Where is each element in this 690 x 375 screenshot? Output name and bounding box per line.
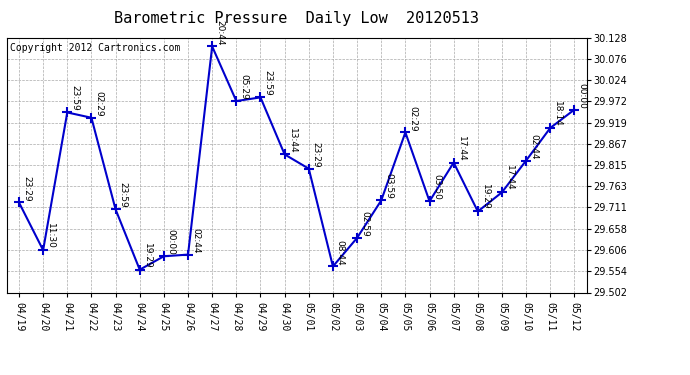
Text: 02:44: 02:44 [529,134,538,159]
Text: 02:29: 02:29 [95,91,103,117]
Text: 11:30: 11:30 [46,223,55,249]
Text: 18:14: 18:14 [553,101,562,127]
Text: 02:44: 02:44 [191,228,200,254]
Text: 03:50: 03:50 [433,174,442,200]
Text: 19:29: 19:29 [143,243,152,268]
Text: 23:29: 23:29 [22,176,31,201]
Text: Barometric Pressure  Daily Low  20120513: Barometric Pressure Daily Low 20120513 [115,11,479,26]
Text: 23:59: 23:59 [70,86,79,111]
Text: 03:59: 03:59 [384,173,393,199]
Text: 02:29: 02:29 [408,106,417,131]
Text: 23:29: 23:29 [312,142,321,168]
Text: 08:44: 08:44 [336,240,345,265]
Text: 05:29: 05:29 [239,74,248,100]
Text: Copyright 2012 Cartronics.com: Copyright 2012 Cartronics.com [10,43,180,52]
Text: 13:44: 13:44 [288,128,297,153]
Text: 00:00: 00:00 [167,229,176,255]
Text: 17:44: 17:44 [457,136,466,161]
Text: 19:29: 19:29 [481,184,490,210]
Text: 00:00: 00:00 [578,82,586,108]
Text: 02:59: 02:59 [360,211,369,237]
Text: 23:59: 23:59 [119,182,128,208]
Text: 23:59: 23:59 [264,70,273,96]
Text: 20:44: 20:44 [215,20,224,45]
Text: 17:44: 17:44 [505,165,514,191]
